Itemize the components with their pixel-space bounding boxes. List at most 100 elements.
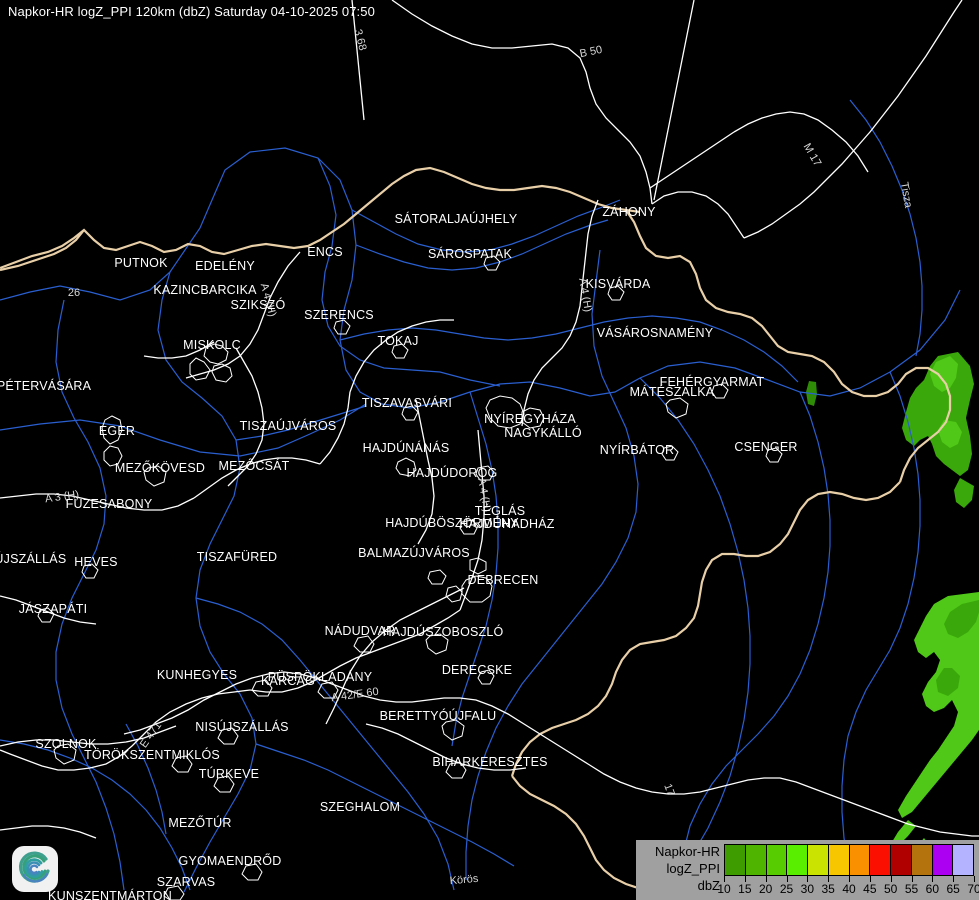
legend-tick-mark xyxy=(724,876,725,882)
radar-echo-layer xyxy=(806,352,979,854)
city-label: TISZAVASVÁRI xyxy=(361,396,453,410)
legend-line-3: dbZ xyxy=(697,878,720,893)
echo-region-east-lower xyxy=(898,592,979,818)
legend-swatch xyxy=(808,845,829,875)
city-label: HEVES xyxy=(74,555,118,569)
legend-tick-label: 55 xyxy=(904,882,919,896)
city-label: HAJDÚBÖSZÖRMÉNY xyxy=(385,516,519,530)
legend-tick-label: 35 xyxy=(821,882,835,896)
city-label: JÁSZAPÁTI xyxy=(18,602,88,616)
city-label: EGER xyxy=(98,424,136,438)
color-legend: Napkor-HR logZ_PPI dbZ 10 15 20 25 30 35 40 45 5… xyxy=(636,840,979,900)
city-label: PÉTERVÁSÁRA xyxy=(0,379,92,393)
legend-swatch xyxy=(953,845,973,875)
city-label: KISÚJSZÁLLÁS xyxy=(0,552,67,566)
legend-tick-label: 70 xyxy=(967,882,979,896)
legend-tick-mark xyxy=(890,876,892,882)
legend-swatch xyxy=(891,845,912,875)
city-label: HAJDÚSZOBOSZLÓ xyxy=(382,625,504,639)
legend-line-1: Napkor-HR xyxy=(654,844,720,859)
city-label: MÁTÉSZALKA xyxy=(629,385,715,399)
city-label: PUTNOK xyxy=(114,256,168,270)
city-label: NYÍRBÁTOR xyxy=(599,443,675,457)
city-label: SZEGHALOM xyxy=(319,800,401,814)
echo-region-east-upper-tail xyxy=(954,478,974,508)
legend-tick-label: 10 xyxy=(717,882,731,896)
settlement-outline-layer xyxy=(37,255,783,900)
road-layer xyxy=(0,0,979,839)
city-label: NAGYKÁLLÓ xyxy=(504,426,582,440)
legend-tick-mark xyxy=(807,876,809,882)
legend-swatch xyxy=(766,845,788,875)
city-label: FÜZESABONY xyxy=(65,497,153,511)
city-label: PÜSPÖKLADÁNY xyxy=(267,670,373,684)
city-label: SÁTORALJAÚJHELY xyxy=(394,212,518,226)
legend-swatch xyxy=(849,845,871,875)
city-label: SZOLNOK xyxy=(35,737,97,751)
spiral-icon xyxy=(18,851,50,883)
city-label: NYÍREGYHÁZA xyxy=(484,412,576,426)
legend-swatches xyxy=(724,844,974,876)
legend-swatch xyxy=(870,845,891,875)
legend-tick-label: 25 xyxy=(779,882,794,896)
city-label: DERECSKE xyxy=(441,663,513,677)
city-label: TISZAFÜRED xyxy=(196,550,278,564)
legend-tick-label: 50 xyxy=(883,882,898,896)
city-label: KUNSZENTMÁRTON xyxy=(48,889,172,900)
legend-tick-mark xyxy=(932,876,934,882)
city-label: TOKAJ xyxy=(377,334,419,348)
city-label: HAJDÚNÁNÁS xyxy=(362,441,450,455)
legend-tick-mark xyxy=(849,876,850,882)
city-label: BIHARKERESZTES xyxy=(432,755,548,769)
city-label: HAJDÚDOROG xyxy=(406,466,498,480)
city-label: ENCS xyxy=(307,245,343,259)
city-label: KUNHEGYES xyxy=(156,668,238,682)
brand-logo[interactable] xyxy=(12,846,58,892)
city-label: NISÚJSZÁLLÁS xyxy=(195,720,289,734)
echo-region-east-upper-bright xyxy=(930,356,962,448)
city-label: TÖRÖKSZENTMIKLÓS xyxy=(84,748,220,762)
legend-ticks: 10 15 20 25 30 35 40 45 50 55 60 65 70 xyxy=(717,876,979,898)
legend-line-2: logZ_PPI xyxy=(666,861,720,876)
city-label: VÁSÁROSNAMÉNY xyxy=(596,326,714,340)
city-label: KARCAG xyxy=(261,674,315,688)
legend-tick-mark xyxy=(828,876,830,882)
city-label: GYOMAENDRŐD xyxy=(178,854,282,868)
city-label: BALMAZÚJVÁROS xyxy=(358,546,470,560)
city-label: MEZŐCSÁT xyxy=(218,459,290,473)
legend-swatch xyxy=(745,845,767,875)
legend-tick-label: 20 xyxy=(758,882,773,896)
legend-tick-mark xyxy=(765,876,767,882)
legend-tick-label: 15 xyxy=(738,882,752,896)
road-label: Körös xyxy=(449,872,479,888)
legend-swatch xyxy=(932,845,954,875)
legend-tick-mark xyxy=(953,876,955,882)
city-label: BERETTYÓÚJFALU xyxy=(379,709,497,723)
legend-swatch xyxy=(828,845,850,875)
legend-tick-mark xyxy=(974,876,975,882)
legend-tick-label: 45 xyxy=(863,882,877,896)
city-label: KAZINCBARCIKA xyxy=(153,283,257,297)
road-label: 26 xyxy=(67,287,81,299)
city-label: ZÁHONY xyxy=(602,205,656,219)
city-label: EDELÉNY xyxy=(195,259,255,273)
legend-caption: Napkor-HR logZ_PPI dbZ xyxy=(642,843,720,894)
city-label: FEHÉRGYARMAT xyxy=(659,375,765,389)
city-label: NÁDUDVAR xyxy=(324,624,396,638)
legend-tick-mark xyxy=(911,876,913,882)
city-label: MISKOLC xyxy=(183,338,241,352)
city-label: SZERENCS xyxy=(304,308,374,322)
legend-swatch xyxy=(725,845,746,875)
city-label: SZARVAS xyxy=(156,875,216,889)
city-label: SÁROSPATAK xyxy=(428,247,512,261)
city-label: HAJDÚHADHÁZ xyxy=(459,517,555,531)
river-layer xyxy=(0,99,961,896)
city-label: DEBRECEN xyxy=(467,573,539,587)
legend-tick-mark xyxy=(869,876,871,882)
legend-tick-label: 65 xyxy=(946,882,960,896)
legend-tick-label: 40 xyxy=(842,882,856,896)
city-label: TÚRKEVE xyxy=(198,767,260,781)
legend-tick-label: 30 xyxy=(800,882,815,896)
echo-region-east-lower-dark xyxy=(936,600,979,696)
